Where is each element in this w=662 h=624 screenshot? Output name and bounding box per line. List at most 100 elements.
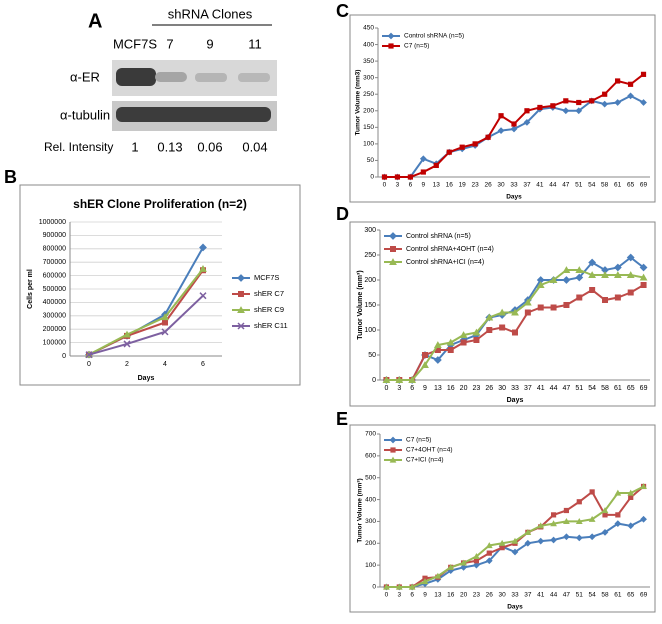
blot-band <box>155 72 187 82</box>
chart-frame <box>349 221 656 407</box>
data-point <box>512 329 518 336</box>
panel-letter: B <box>4 167 17 187</box>
panel-letter: A <box>88 10 102 32</box>
x-tick-label: 9 <box>422 182 426 189</box>
data-point <box>614 99 621 106</box>
x-tick-label: 65 <box>627 385 635 392</box>
legend-label: shER C11 <box>254 321 288 330</box>
data-point <box>381 174 388 180</box>
x-tick-label: 47 <box>562 182 570 189</box>
legend-marker <box>390 246 396 252</box>
data-point <box>537 104 543 111</box>
legend-marker <box>237 274 245 282</box>
y-tick-label: 900000 <box>43 232 66 239</box>
data-point <box>575 107 583 115</box>
data-point <box>575 266 584 273</box>
data-point <box>433 341 442 348</box>
data-point <box>627 522 635 530</box>
x-tick-label: 33 <box>511 592 519 599</box>
data-point <box>433 356 442 364</box>
data-point <box>601 266 609 274</box>
x-tick-label: 26 <box>484 182 492 189</box>
panel-letter: C <box>336 1 349 21</box>
legend-label: Control shRNA+ICI (n=4) <box>406 259 484 266</box>
x-tick-label: 41 <box>537 385 545 392</box>
series-line <box>88 294 204 356</box>
data-point <box>511 548 519 556</box>
data-point <box>536 276 545 284</box>
data-point <box>614 294 621 301</box>
data-point <box>485 542 493 549</box>
data-point <box>562 266 571 273</box>
x-tick-label: 37 <box>523 182 531 189</box>
data-point <box>473 553 480 559</box>
data-point <box>499 324 506 331</box>
data-point <box>486 550 492 556</box>
x-tick-label: 0 <box>384 385 388 392</box>
intensity-value: 1 <box>131 139 138 154</box>
data-point <box>550 304 557 311</box>
y-tick-label: 600000 <box>43 272 66 279</box>
data-point <box>576 294 583 301</box>
data-point <box>627 81 634 87</box>
data-point <box>498 113 504 119</box>
data-point <box>434 347 441 353</box>
legend-marker <box>389 232 397 240</box>
x-tick-label: 58 <box>601 182 609 189</box>
data-point <box>550 520 557 527</box>
intensity-value: 0.13 <box>157 139 182 154</box>
data-point <box>602 297 608 303</box>
legend-label: Control shRNA (n=5) <box>404 33 464 40</box>
data-point <box>422 352 428 358</box>
data-point <box>460 563 467 571</box>
legend-label: C7+4OHT (n=4) <box>406 447 452 454</box>
data-point <box>575 273 584 282</box>
data-point <box>537 537 545 545</box>
data-point <box>524 108 530 114</box>
data-point <box>615 512 621 518</box>
data-point <box>199 292 207 300</box>
y-tick-label: 300 <box>364 227 376 234</box>
data-point <box>485 134 491 140</box>
series-line <box>384 94 644 178</box>
legend-marker <box>388 43 394 49</box>
data-point <box>588 515 596 522</box>
legend-label: C7+ICI (n=4) <box>406 457 444 464</box>
y-tick-label: 300 <box>365 518 376 525</box>
data-point <box>615 78 621 84</box>
data-point <box>524 539 532 547</box>
data-point <box>472 141 478 147</box>
intensity-value: 0.04 <box>242 139 267 154</box>
data-point <box>626 253 635 262</box>
blot-band <box>238 73 270 82</box>
y-tick-label: 400000 <box>43 299 66 306</box>
y-axis-title: Tumor Volume (mm³) <box>357 270 364 339</box>
legend-marker <box>238 291 244 297</box>
chart-frame <box>349 14 656 203</box>
data-point <box>447 347 454 353</box>
x-tick-label: 54 <box>589 592 597 599</box>
y-axis-title: Cells per ml <box>27 269 34 309</box>
x-tick-label: 54 <box>588 385 596 392</box>
legend-label: shER C7 <box>254 289 284 298</box>
x-tick-label: 30 <box>497 182 505 189</box>
x-tick-label: 61 <box>614 385 622 392</box>
legend-marker <box>390 447 396 453</box>
x-tick-label: 13 <box>434 592 442 599</box>
y-tick-label: 200 <box>364 277 376 284</box>
y-tick-label: 250 <box>363 91 374 98</box>
x-tick-label: 54 <box>588 182 596 189</box>
data-point <box>498 539 506 546</box>
data-point <box>601 528 609 536</box>
data-point <box>395 583 403 590</box>
data-point <box>162 319 168 326</box>
data-point <box>563 533 570 541</box>
data-point <box>199 243 207 252</box>
x-tick-label: 51 <box>575 182 583 189</box>
data-point <box>601 100 609 108</box>
data-point <box>575 534 583 542</box>
x-tick-label: 37 <box>524 385 532 392</box>
y-tick-label: 200 <box>363 107 374 114</box>
y-tick-label: 600 <box>365 453 376 460</box>
